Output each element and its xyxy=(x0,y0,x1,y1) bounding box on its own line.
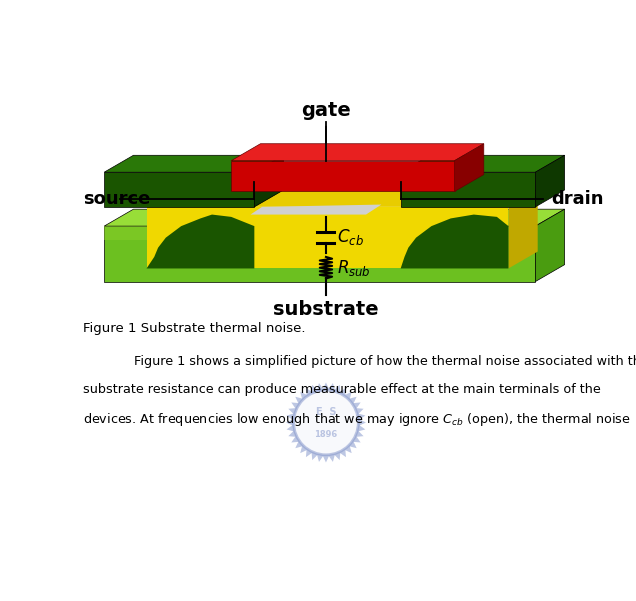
Circle shape xyxy=(294,390,358,455)
Polygon shape xyxy=(146,190,537,207)
Polygon shape xyxy=(104,155,284,172)
Text: E  S: E S xyxy=(315,407,336,416)
Text: devices. At frequencies low enough that we may ignore $C_{cb}$ (open), the therm: devices. At frequencies low enough that … xyxy=(83,411,630,428)
Polygon shape xyxy=(286,382,366,463)
Polygon shape xyxy=(401,172,536,207)
Text: substrate: substrate xyxy=(273,300,379,319)
Text: $C_{cb}$: $C_{cb}$ xyxy=(336,227,364,247)
Polygon shape xyxy=(146,215,254,269)
Text: drain: drain xyxy=(551,190,604,208)
Polygon shape xyxy=(232,160,455,192)
Text: source: source xyxy=(83,190,151,208)
Polygon shape xyxy=(104,226,536,281)
Text: Figure 1 shows a simplified picture of how the thermal noise associated with the: Figure 1 shows a simplified picture of h… xyxy=(118,355,636,368)
Polygon shape xyxy=(254,155,284,207)
Text: Figure 1 Substrate thermal noise.: Figure 1 Substrate thermal noise. xyxy=(83,322,305,335)
Text: gate: gate xyxy=(301,101,351,120)
Polygon shape xyxy=(536,209,565,281)
Text: $R_{sub}$: $R_{sub}$ xyxy=(336,258,371,278)
Polygon shape xyxy=(251,204,382,215)
Polygon shape xyxy=(146,207,508,269)
Polygon shape xyxy=(232,144,484,160)
Text: 1896: 1896 xyxy=(314,430,338,439)
Polygon shape xyxy=(104,226,536,240)
Polygon shape xyxy=(401,155,565,172)
Polygon shape xyxy=(455,144,484,192)
Polygon shape xyxy=(536,155,565,207)
Polygon shape xyxy=(401,215,508,269)
Text: substrate resistance can produce measurable effect at the main terminals of the: substrate resistance can produce measura… xyxy=(83,383,600,396)
Polygon shape xyxy=(508,190,537,269)
Polygon shape xyxy=(146,190,284,207)
Polygon shape xyxy=(104,172,254,207)
Polygon shape xyxy=(401,190,537,207)
Polygon shape xyxy=(104,209,565,226)
